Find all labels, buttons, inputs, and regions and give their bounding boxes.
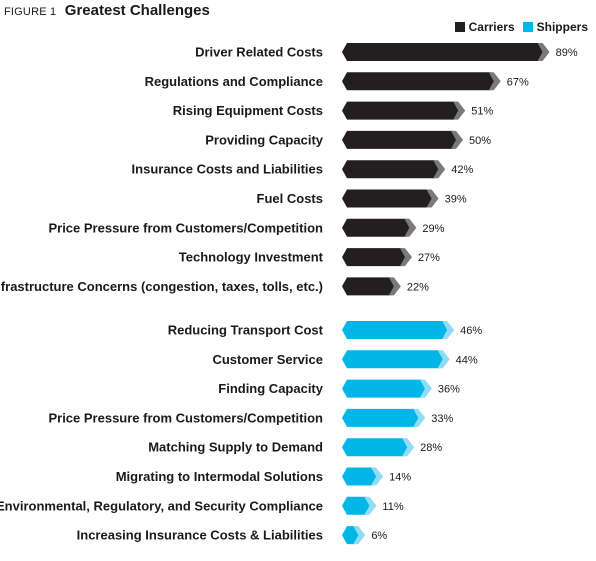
bar-tip (353, 526, 366, 545)
value-label: 33% (431, 413, 453, 425)
bar-tip (419, 379, 432, 398)
bar (342, 438, 410, 457)
bar (342, 160, 441, 179)
value-label: 44% (456, 354, 478, 366)
category-label: Finding Capacity (218, 381, 324, 396)
category-label: Fuel Costs (257, 191, 323, 206)
bar (342, 248, 407, 267)
category-label: Insurance Costs and Liabilities (132, 162, 323, 177)
bar-tip (413, 408, 426, 427)
bar-tip (437, 350, 450, 369)
bar (342, 526, 361, 545)
bar-tip (537, 43, 550, 61)
bar-tip (364, 496, 377, 515)
category-label: Environmental, Regulatory, and Security … (0, 498, 323, 513)
bar (342, 467, 379, 486)
bar-tip (402, 438, 415, 457)
value-label: 42% (451, 164, 473, 176)
bar (342, 101, 461, 120)
bar-tip (371, 467, 384, 486)
value-label: 14% (389, 472, 411, 484)
legend-label-carriers: Carriers (468, 20, 515, 34)
legend-item-shippers: Shippers (522, 20, 588, 34)
category-label: Reducing Transport Cost (168, 323, 324, 338)
category-label: Providing Capacity (205, 132, 324, 147)
category-label: Customer Service (212, 352, 323, 367)
bar (342, 408, 421, 427)
bar-tip (442, 321, 455, 339)
bar-tip (433, 160, 446, 179)
bar (342, 189, 434, 208)
category-label: Regulations and Compliance (145, 74, 323, 89)
value-label: 36% (438, 384, 460, 396)
category-label: Technology Investment (179, 250, 324, 265)
title-text: Greatest Challenges (64, 2, 210, 19)
value-label: 28% (420, 442, 442, 454)
bar (342, 321, 450, 339)
value-label: 11% (382, 501, 403, 513)
value-label: 6% (371, 530, 387, 542)
value-label: 22% (407, 281, 429, 293)
bar (342, 379, 427, 398)
category-label: Matching Supply to Demand (148, 440, 323, 455)
bar-tip (451, 130, 463, 149)
value-label: 39% (445, 194, 467, 206)
value-label: 67% (507, 76, 529, 88)
bar-tip (426, 189, 439, 208)
legend-label-shippers: Shippers (536, 20, 588, 34)
bar-tip (453, 101, 466, 120)
value-label: 51% (471, 106, 493, 118)
legend-item-carriers: Carriers (454, 20, 515, 34)
value-label: 27% (418, 252, 440, 264)
bar (342, 218, 412, 237)
chart-title: FIGURE 1 Greatest Challenges (4, 2, 210, 20)
category-label: Price Pressure from Customers/Competitio… (48, 220, 323, 235)
category-label: Increasing Insurance Costs & Liabilities (77, 528, 323, 543)
category-label: Infrastructure Concerns (congestion, tax… (0, 279, 323, 294)
bar (342, 350, 445, 369)
bar (342, 72, 496, 91)
bar-tip (399, 248, 412, 267)
bar (342, 43, 545, 61)
value-label: 50% (469, 135, 491, 147)
legend: Carriers Shippers (447, 20, 588, 34)
value-label: 29% (422, 223, 444, 235)
category-label: Rising Equipment Costs (173, 103, 323, 118)
category-label: Migrating to Intermodal Solutions (116, 469, 323, 484)
bar (342, 496, 372, 515)
value-label: 89% (556, 47, 578, 59)
bar-tip (488, 72, 501, 91)
category-label: Driver Related Costs (195, 45, 323, 60)
bar (342, 277, 396, 296)
legend-swatch-shippers (522, 22, 533, 32)
legend-swatch-carriers (454, 22, 465, 32)
category-label: Price Pressure from Customers/Competitio… (48, 410, 323, 425)
bar (342, 130, 458, 149)
figure-label: FIGURE 1 (4, 6, 57, 18)
value-label: 46% (460, 325, 482, 337)
bar-tip (404, 218, 417, 237)
bar-tip (388, 277, 401, 296)
